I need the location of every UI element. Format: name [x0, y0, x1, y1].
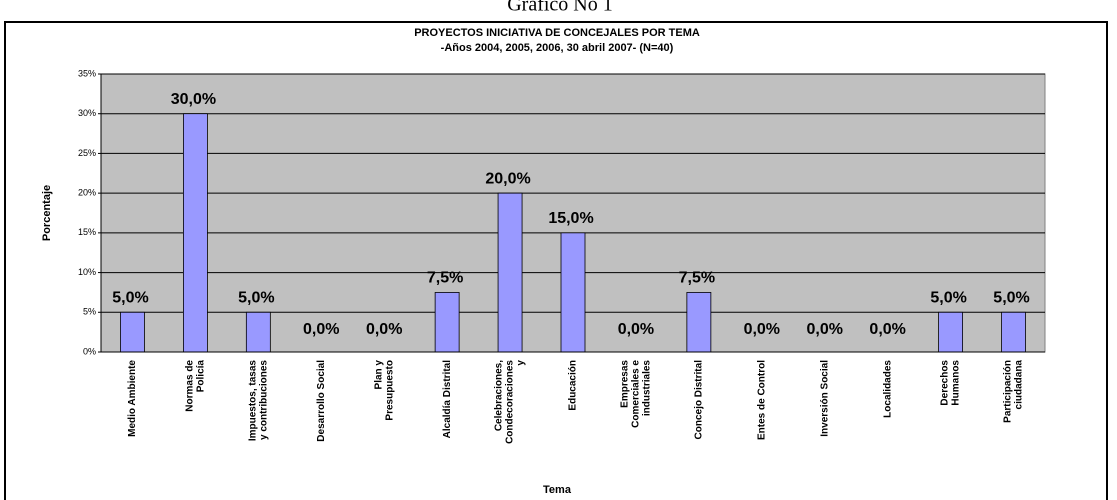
data-label: 5,0%	[993, 290, 1029, 307]
bar	[182, 113, 208, 353]
x-tick-label: Concejo Distrital	[694, 360, 705, 440]
y-tick-label: 0%	[83, 346, 96, 356]
y-tick-label: 15%	[78, 227, 96, 237]
y-tick-label: 20%	[78, 188, 96, 198]
data-label: 0,0%	[303, 321, 339, 338]
x-tick-label: Humanos	[951, 360, 962, 406]
y-tick-label: 25%	[78, 148, 96, 158]
y-tick-label: 30%	[78, 108, 96, 118]
x-axis-label: Tema	[543, 484, 572, 496]
bar	[560, 232, 586, 353]
data-label: 20,0%	[485, 170, 530, 187]
bar	[497, 192, 523, 353]
x-tick-label: ciudadana	[1014, 360, 1025, 410]
figure-caption: Gráfico No 1	[507, 0, 613, 16]
x-tick-label: Plan y	[373, 360, 384, 390]
data-label: 7,5%	[427, 270, 463, 287]
data-label: 7,5%	[679, 270, 715, 287]
data-label: 0,0%	[618, 321, 654, 338]
data-label: 30,0%	[171, 91, 216, 108]
y-tick-label: 5%	[83, 307, 96, 317]
x-tick-label: y	[516, 360, 527, 366]
bar	[245, 311, 271, 353]
data-label: 5,0%	[238, 290, 274, 307]
x-tick-label: Presupuesto	[384, 360, 395, 421]
x-tick-label: Participación	[1003, 360, 1014, 423]
data-label: 0,0%	[366, 321, 402, 338]
x-tick-label: Inversión Social	[819, 360, 830, 437]
data-label: 0,0%	[744, 321, 780, 338]
data-label: 5,0%	[112, 290, 148, 307]
x-tick-label: Localidades	[882, 360, 893, 418]
x-tick-label: y contribuciones	[258, 360, 269, 440]
x-tick-label: Celebraciones,	[494, 360, 505, 431]
y-axis-label: Porcentaje	[41, 185, 53, 241]
x-tick-label: Normas de	[185, 360, 196, 412]
x-tick-label: Comerciales e	[631, 360, 642, 428]
y-tick-label: 10%	[78, 267, 96, 277]
chart-title: PROYECTOS INICIATIVA DE CONCEJALES POR T…	[414, 27, 700, 39]
bar	[938, 311, 963, 353]
chart-subtitle: -Años 2004, 2005, 2006, 30 abril 2007- (…	[441, 42, 674, 54]
data-label: 15,0%	[548, 210, 593, 227]
x-tick-label: Medio Ambiente	[127, 360, 138, 437]
x-tick-label: Policía	[196, 360, 207, 393]
bar	[120, 311, 145, 353]
x-tick-label: Impuestos, tasas	[247, 360, 258, 442]
x-tick-label: Alcaldía Distrital	[442, 360, 453, 439]
y-tick-label: 35%	[78, 68, 96, 78]
bar	[434, 292, 460, 353]
bar	[686, 292, 712, 353]
x-tick-label: Entes de Control	[756, 360, 767, 440]
x-tick-label: Desarrollo Social	[316, 360, 327, 442]
x-tick-label: Educación	[568, 360, 579, 411]
x-tick-label: Derechos	[940, 360, 951, 406]
bar	[1001, 311, 1026, 353]
x-tick-label: industriales	[642, 360, 653, 417]
data-label: 0,0%	[869, 321, 905, 338]
data-label: 0,0%	[806, 321, 842, 338]
x-tick-label: Empresas	[620, 360, 631, 408]
x-tick-label: Condecoraciones	[505, 360, 516, 444]
data-label: 5,0%	[930, 290, 966, 307]
